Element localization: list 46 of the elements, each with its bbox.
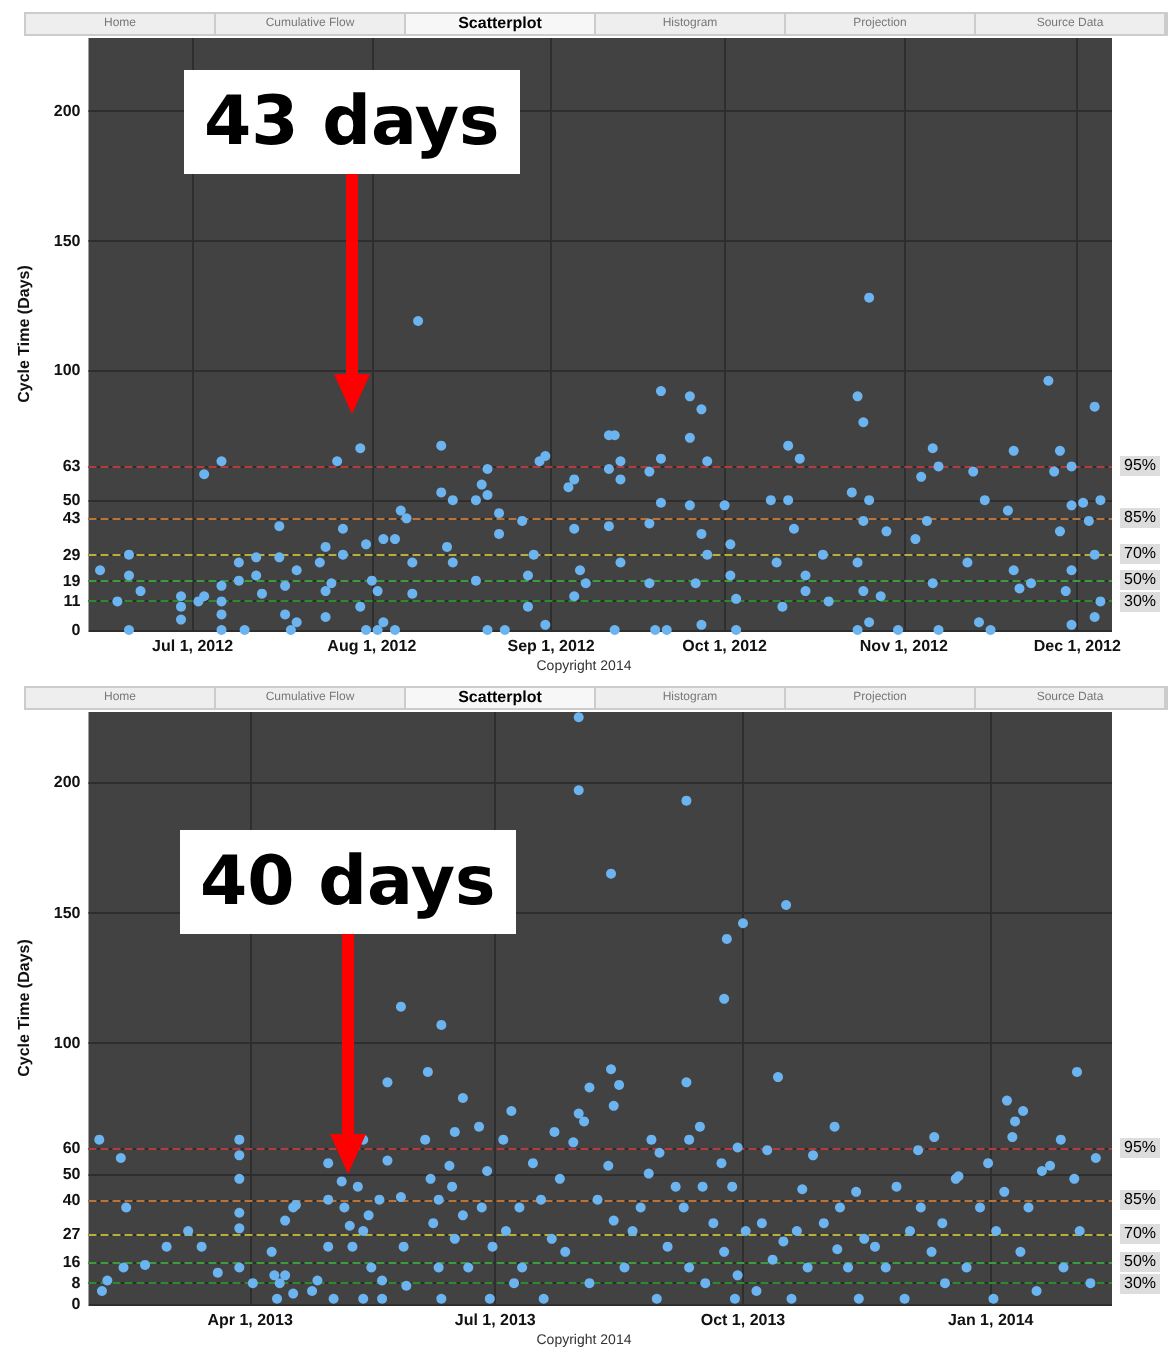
y-tick-label: 100: [53, 361, 82, 380]
x-tick-label: Jul 1, 2012: [152, 637, 235, 655]
text: 70%: [1120, 1223, 1161, 1244]
y-tick-label: 100: [53, 1034, 82, 1053]
text: 95%: [1120, 1137, 1161, 1158]
text: 85%: [1120, 508, 1161, 529]
y-tick-label: 27: [62, 1224, 82, 1243]
x-tick-label: Jul 1, 2013: [454, 1311, 537, 1329]
y-tick-label: 200: [53, 773, 82, 792]
y-tick-label: 150: [53, 231, 82, 250]
y-tick-label: 200: [53, 101, 82, 120]
x-tick-label: Sep 1, 2012: [507, 637, 596, 655]
x-tick-label: Nov 1, 2012: [859, 637, 949, 655]
x-tick-label: Oct 1, 2012: [682, 637, 768, 655]
annotation: 40 days: [180, 830, 516, 934]
y-tick-label: 8: [71, 1274, 82, 1293]
y-tick-label: 60: [62, 1138, 82, 1157]
y-tick-label: 0: [71, 1295, 82, 1313]
text: 95%: [1120, 456, 1161, 477]
y-tick-label: 43: [62, 509, 82, 528]
y-tick-label: 29: [62, 545, 82, 564]
text: 30%: [1120, 1273, 1161, 1294]
y-tick-label: 40: [62, 1190, 82, 1209]
chart-title: Scatterplot: [406, 14, 596, 34]
x-tick-label: Aug 1, 2012: [327, 637, 418, 655]
text: 85%: [1120, 1189, 1161, 1210]
chart-title: Scatterplot: [406, 688, 596, 708]
y-tick-label: 50: [62, 491, 82, 510]
text: 50%: [1120, 1252, 1161, 1273]
text: 70%: [1120, 544, 1161, 565]
text: 50%: [1120, 570, 1161, 591]
x-tick-label: Oct 1, 2013: [700, 1311, 787, 1329]
text: 30%: [1120, 591, 1161, 612]
y-tick-label: 150: [53, 903, 82, 922]
y-axis-title: Cycle Time (Days): [15, 938, 33, 1077]
annotation: 43 days: [184, 70, 520, 174]
x-tick-label: Jan 1, 2014: [948, 1311, 1035, 1329]
y-tick-label: 63: [62, 457, 82, 476]
y-tick-label: 0: [71, 621, 82, 639]
x-tick-label: Dec 1, 2012: [1033, 637, 1122, 655]
y-tick-label: 11: [63, 592, 82, 611]
y-tick-label: 16: [62, 1253, 82, 1272]
y-tick-label: 50: [62, 1164, 82, 1183]
x-tick-label: Apr 1, 2013: [207, 1311, 294, 1329]
y-tick-label: 19: [62, 571, 82, 590]
y-axis-title: Cycle Time (Days): [15, 264, 33, 403]
